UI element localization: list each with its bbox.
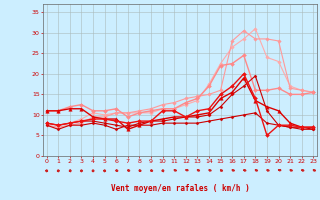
X-axis label: Vent moyen/en rafales ( km/h ): Vent moyen/en rafales ( km/h )	[111, 184, 249, 193]
